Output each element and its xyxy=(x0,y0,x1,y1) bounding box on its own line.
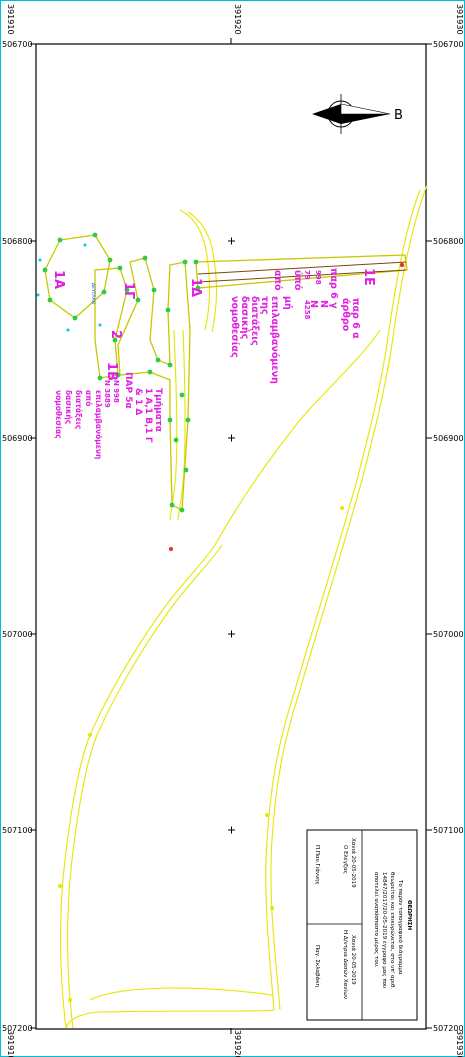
cyan-annotations xyxy=(36,243,102,332)
title-block-left-role: Ο Ελέγξας xyxy=(342,845,349,874)
coord-right-507100: 507100 xyxy=(433,826,464,835)
annot-epilamvanomeni: επιλαμβανόμενη xyxy=(269,296,280,384)
coord-left-506900: 506900 xyxy=(2,434,33,443)
coord-right-507200: 507200 xyxy=(433,1024,464,1033)
grid-crosses xyxy=(228,237,235,834)
road-markers xyxy=(58,506,344,1002)
legal-annotations: παρ 6 α άρθρο παρ 6 γ Ν Ν 998 79 4258 ύπ… xyxy=(229,268,361,384)
coord-right-506800: 506800 xyxy=(433,237,464,246)
north-arrow-icon xyxy=(312,94,391,134)
coord-top-391930: 391930 xyxy=(455,4,464,35)
title-block-line4: αποτελεί αναπόσπαστο μέρος του. xyxy=(373,872,380,968)
coord-bottom-391930: 391930 xyxy=(455,1030,464,1057)
annot-998: 998 xyxy=(314,270,322,285)
title-block-right-date: Χανιά 20-05-2019 xyxy=(350,935,357,985)
annot-n3889: N 3889 xyxy=(103,380,111,408)
annot-tmimata: Τμήματα xyxy=(153,388,163,432)
annot-dasikis: δασικής xyxy=(239,296,250,339)
annot-n2: Ν xyxy=(308,300,319,308)
coord-right-507000: 507000 xyxy=(433,630,464,639)
annot-ypo: ύπό xyxy=(292,270,303,291)
annot-tis: της xyxy=(259,296,270,314)
title-block-line1: Το παρόν τοπογραφικό διάγραμμα xyxy=(397,879,404,975)
title-block-right-name: Παγ. Σκλαβάκη xyxy=(314,945,321,987)
annot-apo2: από xyxy=(84,390,93,406)
title-block-line3: 14847/2017/20-05-2019 έγγραφο μας που xyxy=(381,872,388,988)
title-block-left-name: Π.Παν.Γιάννης xyxy=(314,845,321,885)
easting-labels: 391910 391920 391930 391910 391920 39193… xyxy=(6,4,464,1057)
coord-left-507000: 507000 xyxy=(2,630,33,639)
annot-apo: από xyxy=(272,270,283,291)
annot-79: 79 xyxy=(303,270,311,280)
parcel-label-1e: 1E xyxy=(361,268,376,286)
annot-4258: 4258 xyxy=(303,300,311,320)
title-block-heading: ΘΕΩΡΗΣΗ xyxy=(406,900,412,930)
coord-top-391910: 391910 xyxy=(6,4,15,35)
coord-left-507200: 507200 xyxy=(2,1024,33,1033)
title-block-right-role: Η Δ/ντρια Δασών Χανίων xyxy=(342,930,349,999)
coord-left-506800: 506800 xyxy=(2,237,33,246)
title-block-left-date: Χανιά 20-05-2019 xyxy=(350,838,357,888)
coord-top-391920: 391920 xyxy=(233,4,242,35)
coord-right-506700: 506700 xyxy=(433,40,464,49)
annot-nomothesias: νομοθεσίας xyxy=(229,296,240,358)
parcel-label-1g: 1Γ xyxy=(121,282,136,299)
parcel-label-1a: 1Α xyxy=(51,270,66,289)
segment-annotations: Τμήματα 1 Α,1 Β,1 Γ & 1 Δ ΠΑΡ 5α Ν 998 N… xyxy=(54,372,163,459)
annot-par-5a: ΠΑΡ 5α xyxy=(123,372,133,409)
annot-nomothesias2: νομοθεσίας xyxy=(54,390,63,439)
coordinate-ticks xyxy=(30,38,432,1034)
title-block: ΘΕΩΡΗΣΗ Το παρόν τοπογραφικό διάγραμμα θ… xyxy=(306,829,418,1021)
parcel-label-2: 2 xyxy=(108,330,123,339)
annot-n: Ν xyxy=(318,300,329,308)
road-boundary-lines xyxy=(60,184,428,1029)
parcel-labels: 1E 1Δ 1Γ 1Α 1Β 2 xyxy=(51,268,376,381)
right-coordinate-labels: 506700 506800 506900 507000 507100 50720… xyxy=(433,40,464,1033)
left-coordinate-labels: 506700 506800 506900 507000 507100 50720… xyxy=(2,40,33,1033)
annot-small-label: ΔΕΥΤΛΑΝ xyxy=(90,283,96,304)
parcel-1e-strip xyxy=(197,261,407,283)
annot-dasikis2: δασικής xyxy=(64,390,73,424)
annot-mi: μή xyxy=(282,296,293,310)
parcel-label-1d: 1Δ xyxy=(188,278,203,297)
coord-bottom-391920: 391920 xyxy=(233,1030,242,1057)
parcel-outlines xyxy=(44,234,408,512)
coord-right-506900: 506900 xyxy=(433,434,464,443)
red-marker-1e xyxy=(399,262,405,268)
annot-par-6g: παρ 6 γ xyxy=(328,268,339,309)
coord-left-506700: 506700 xyxy=(2,40,33,49)
parcel-label-1b: 1Β xyxy=(104,362,119,381)
vertex-markers xyxy=(42,232,201,513)
coord-bottom-391910: 391910 xyxy=(6,1030,15,1057)
annot-arthro: άρθρο xyxy=(340,298,351,332)
annot-diataxeis2: διατάξεις xyxy=(74,390,83,429)
annot-epilamv2: επιλαμβανόμενη xyxy=(94,390,103,459)
annot-diataxeis: διατάξεις xyxy=(249,296,260,346)
annot-kai-1d: & 1 Δ xyxy=(133,388,143,415)
annot-tmimata-ids: 1 Α,1 Β,1 Γ xyxy=(143,388,153,443)
annot-par-6a: παρ 6 α xyxy=(350,298,361,339)
north-arrow-label: B xyxy=(394,108,403,123)
annot-n998b: Ν 998 xyxy=(112,380,120,403)
coord-left-507100: 507100 xyxy=(2,826,33,835)
red-marker xyxy=(169,547,173,551)
title-block-line2: θεωρείται και επικυρώνεται, στο υπ' αριθ… xyxy=(389,872,396,989)
